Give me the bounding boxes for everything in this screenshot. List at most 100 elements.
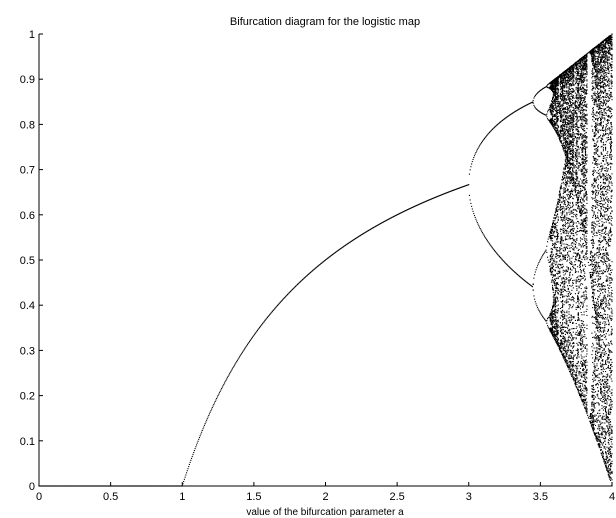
data-point-467 <box>372 227 375 229</box>
data-point-2824 <box>562 71 564 73</box>
data-point-3692 <box>568 167 570 169</box>
data-point-4652 <box>575 239 577 241</box>
data-point-201 <box>182 483 184 485</box>
data-point-3105 <box>564 160 566 162</box>
data-point-2485 <box>560 228 562 230</box>
data-point-4966 <box>577 344 579 346</box>
data-point-4972 <box>577 197 579 199</box>
data-point-4521 <box>574 123 577 125</box>
data-point-3854 <box>569 140 572 142</box>
data-point-2438 <box>560 98 562 100</box>
data-point-3669 <box>568 367 570 369</box>
data-point-2126 <box>557 201 559 203</box>
data-point-1080 <box>550 104 552 106</box>
data-point-906 <box>549 235 551 237</box>
data-point-3720 <box>569 257 571 259</box>
data-point-417 <box>337 250 339 252</box>
data-point-4608 <box>575 61 577 63</box>
data-point-4202 <box>572 132 574 134</box>
data-point-209 <box>188 465 190 468</box>
data-point-1823 <box>555 93 557 95</box>
data-point-224 <box>198 437 200 439</box>
data-point-1700 <box>554 256 556 258</box>
data-point-2004 <box>557 241 559 243</box>
data-point-802 <box>535 269 537 271</box>
data-point-1216 <box>551 123 553 125</box>
data-point-4660 <box>575 105 577 107</box>
data-point-4373 <box>573 90 575 92</box>
data-point-1045 <box>550 231 552 233</box>
data-point-3033 <box>564 279 566 281</box>
data-point-2877 <box>563 173 565 175</box>
data-point-3330 <box>566 181 568 183</box>
data-point-816 <box>538 309 540 311</box>
data-point-1208 <box>551 121 553 123</box>
data-point-1086 <box>550 85 552 87</box>
data-point-3593 <box>568 354 570 356</box>
data-point-4208 <box>572 149 574 151</box>
data-point-3574 <box>567 220 569 222</box>
data-point-1763 <box>555 121 557 123</box>
data-point-210 <box>188 463 190 466</box>
data-point-2826 <box>562 148 564 150</box>
data-point-3538 <box>567 117 569 119</box>
data-point-3019 <box>564 340 566 342</box>
data-point-4605 <box>575 187 577 189</box>
data-point-1112 <box>550 109 552 111</box>
data-point-4958 <box>577 314 579 316</box>
data-point-1166 <box>551 85 553 87</box>
data-point-614 <box>473 212 475 215</box>
data-point-897 <box>549 120 551 123</box>
data-point-3250 <box>565 247 567 249</box>
data-point-2584 <box>561 104 563 106</box>
data-point-360 <box>296 284 298 286</box>
data-point-4059 <box>571 94 573 96</box>
data-point-653 <box>487 133 489 135</box>
data-point-1707 <box>554 85 556 87</box>
data-point-3678 <box>568 255 570 257</box>
data-point-4118 <box>571 80 573 82</box>
data-point-2056 <box>557 283 559 285</box>
data-point-2752 <box>562 78 564 80</box>
data-point-1222 <box>551 84 553 86</box>
data-point-2067 <box>557 113 559 115</box>
data-point-1072 <box>550 111 552 113</box>
data-point-1747 <box>554 91 556 93</box>
data-point-4899 <box>577 133 579 135</box>
data-point-2098 <box>557 326 559 328</box>
data-point-3445 <box>567 132 569 134</box>
data-point-3629 <box>568 308 570 310</box>
data-point-892 <box>549 317 551 319</box>
data-point-4149 <box>572 159 574 162</box>
data-point-4654 <box>575 375 577 377</box>
data-point-357 <box>294 286 296 288</box>
data-point-2883 <box>563 340 565 343</box>
data-point-998 <box>549 328 551 330</box>
data-point-1922 <box>556 322 558 324</box>
data-point-1425 <box>552 102 554 104</box>
data-point-4565 <box>574 152 577 154</box>
data-point-2498 <box>560 140 562 142</box>
data-point-1613 <box>554 95 556 97</box>
data-point-233 <box>205 421 207 423</box>
data-point-1352 <box>552 126 554 128</box>
data-point-2155 <box>557 98 559 100</box>
data-point-3816 <box>569 177 572 179</box>
data-point-3685 <box>568 245 570 247</box>
data-point-3455 <box>567 362 569 364</box>
data-point-269 <box>231 369 233 371</box>
data-point-2531 <box>561 239 563 241</box>
data-point-1107 <box>550 329 552 331</box>
data-point-1739 <box>554 86 556 88</box>
data-point-2366 <box>559 79 561 81</box>
data-point-4728 <box>576 159 578 161</box>
data-point-1854 <box>555 341 557 343</box>
data-point-1792 <box>555 334 557 336</box>
data-point-4992 <box>577 190 579 192</box>
data-point-2449 <box>560 252 562 254</box>
data-point-1226 <box>551 81 553 84</box>
data-point-1354 <box>552 92 554 94</box>
data-point-4878 <box>577 106 579 109</box>
data-point-800 <box>535 303 537 305</box>
data-point-2342 <box>559 230 561 232</box>
